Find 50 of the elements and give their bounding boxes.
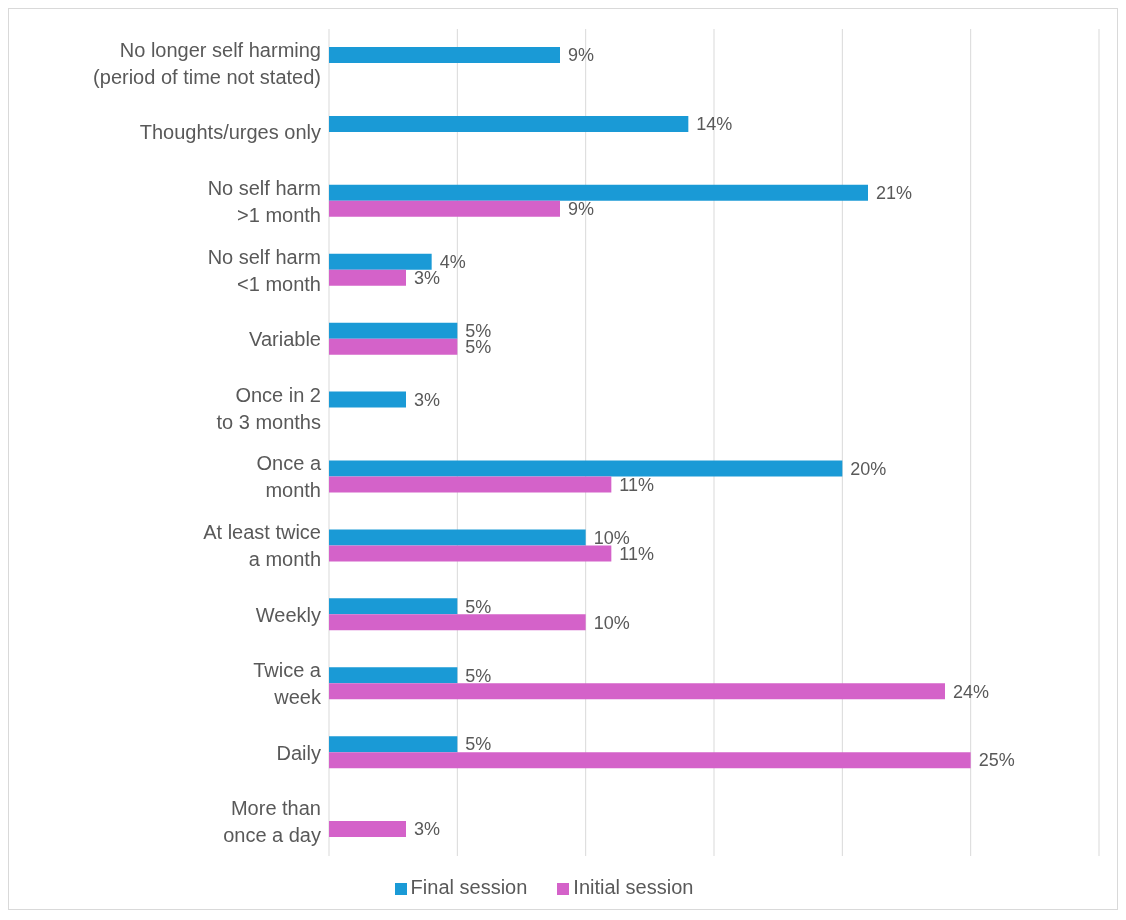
bar <box>329 821 406 838</box>
data-label: 20% <box>850 458 887 479</box>
bar <box>329 667 458 684</box>
bar <box>329 391 406 408</box>
y-tick-label: At least twice a month <box>203 521 321 571</box>
bar <box>329 115 689 132</box>
bar <box>329 460 843 477</box>
bar <box>329 598 458 615</box>
y-tick-label: Variable <box>249 328 321 351</box>
bar <box>329 529 586 546</box>
bar <box>329 253 432 270</box>
bar <box>329 683 945 700</box>
y-tick-label: No longer self harming (period of time not stated) <box>93 38 321 88</box>
data-label: 24% <box>953 681 990 702</box>
bar <box>329 545 612 562</box>
y-tick-label: Once in 2 to 3 months <box>216 383 321 433</box>
bar <box>329 752 971 769</box>
y-tick-label: Weekly <box>255 603 321 626</box>
bar <box>329 476 612 493</box>
bar <box>329 47 560 63</box>
y-tick-label: More than once a day <box>223 797 321 847</box>
bar <box>329 736 458 753</box>
data-label: 11% <box>619 474 655 495</box>
bar <box>329 269 406 286</box>
data-label: 21% <box>876 183 913 204</box>
data-label: 5% <box>465 665 492 686</box>
y-tick-label: Thoughts/urges only <box>139 121 321 144</box>
data-label: 4% <box>439 252 466 273</box>
data-label: 9% <box>568 45 595 66</box>
data-label: 5% <box>465 596 492 617</box>
data-label: 25% <box>978 750 1015 771</box>
bar <box>329 338 458 355</box>
data-label: 3% <box>414 819 441 840</box>
data-label: 3% <box>414 389 441 410</box>
y-tick-label: No self harm >1 month <box>207 176 321 226</box>
data-label: 14% <box>696 114 733 135</box>
data-label: 9% <box>568 199 595 220</box>
legend-label: Initial session <box>573 876 694 898</box>
bar <box>329 322 458 339</box>
y-tick-label: Twice a week <box>253 659 322 709</box>
bar <box>329 184 868 201</box>
legend-label: Final session <box>410 876 528 898</box>
data-label: 5% <box>465 734 492 755</box>
bar <box>329 614 586 631</box>
y-tick-label: No self harm <1 month <box>207 245 321 295</box>
bar <box>329 200 560 217</box>
y-tick-label: Daily <box>276 741 321 764</box>
y-tick-label: Once a month <box>256 452 322 502</box>
data-label: 3% <box>414 268 441 289</box>
data-label: 10% <box>593 612 630 633</box>
